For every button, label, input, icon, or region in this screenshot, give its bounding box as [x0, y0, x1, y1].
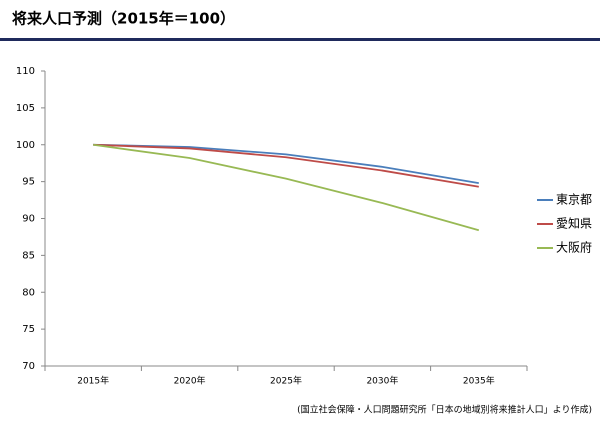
y-tick-label: 105	[16, 103, 35, 114]
legend-label: 東京都	[556, 193, 592, 207]
source-note: (国立社会保障・人口問題研究所「日本の地域別将来推計人口」より作成)	[297, 404, 592, 416]
x-tick-label: 2025年	[270, 375, 302, 387]
title-rule	[0, 38, 600, 41]
series-line	[93, 143, 479, 188]
legend-label: 大阪府	[556, 240, 592, 255]
y-tick-label: 90	[22, 214, 35, 225]
series-line	[93, 143, 479, 184]
y-tick-label: 95	[22, 177, 35, 188]
x-tick-label: 2030年	[366, 375, 398, 387]
y-tick-label: 100	[16, 140, 35, 151]
series-line	[93, 143, 480, 232]
y-tick-label: 80	[22, 287, 35, 298]
y-tick-label: 70	[22, 361, 35, 372]
x-tick-label: 2035年	[463, 375, 495, 387]
y-tick-label: 75	[22, 324, 35, 335]
y-tick-label: 85	[22, 250, 35, 261]
x-tick-label: 2020年	[174, 375, 206, 387]
chart-title: 将来人口予測（2015年＝100）	[12, 10, 235, 28]
legend-label: 愛知県	[556, 217, 592, 231]
x-tick-label: 2015年	[77, 375, 109, 387]
y-tick-label: 110	[16, 66, 35, 77]
